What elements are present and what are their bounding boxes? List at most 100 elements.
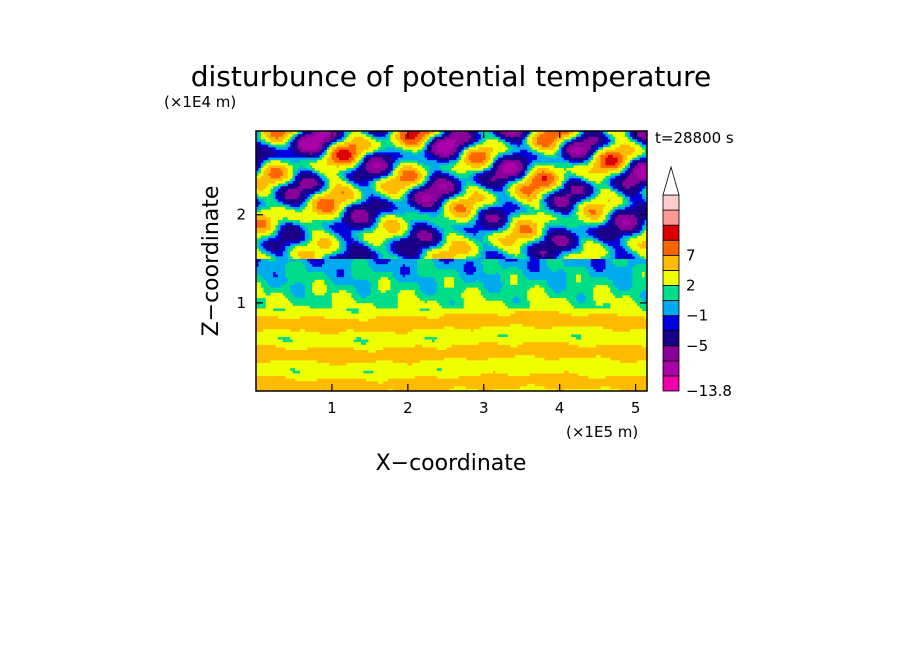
contour-cell xyxy=(590,185,594,189)
contour-cell xyxy=(644,315,647,319)
contour-cell xyxy=(627,131,631,135)
contour-cell xyxy=(522,250,528,254)
contour-cell xyxy=(292,136,296,140)
contour-cell xyxy=(319,144,323,148)
contour-cell xyxy=(419,274,460,278)
contour-cell xyxy=(390,237,401,241)
contour-cell xyxy=(585,203,607,207)
contour-cell xyxy=(358,235,365,239)
contour-cell xyxy=(488,357,545,361)
contour-cell xyxy=(329,138,335,142)
contour-cell xyxy=(644,188,647,192)
contour-cell xyxy=(256,149,274,153)
contour-cell xyxy=(612,188,619,192)
contour-cell xyxy=(637,172,647,176)
contour-cell xyxy=(539,198,543,202)
contour-cell xyxy=(383,222,401,226)
contour-cell xyxy=(258,261,289,265)
contour-cell xyxy=(412,164,423,168)
contour-cell xyxy=(497,250,504,254)
contour-cell xyxy=(541,196,545,200)
contour-cell xyxy=(361,162,365,166)
contour-cell xyxy=(351,232,357,236)
contour-cell xyxy=(256,279,267,283)
contour-cell xyxy=(607,131,626,135)
contour-cell xyxy=(551,214,563,218)
contour-cell xyxy=(256,131,260,135)
contour-cell xyxy=(397,157,428,161)
contour-cell xyxy=(419,229,428,233)
contour-cell xyxy=(265,229,274,233)
contour-cell xyxy=(497,151,504,155)
contour-cell xyxy=(566,149,572,153)
contour-cell xyxy=(615,255,626,259)
contour-cell xyxy=(537,141,553,145)
contour-cell xyxy=(292,292,306,296)
contour-cell xyxy=(436,206,440,210)
contour-cell xyxy=(324,141,330,145)
contour-cell xyxy=(285,240,301,244)
contour-cell xyxy=(270,248,282,252)
contour-cell xyxy=(527,136,533,140)
contour-cell xyxy=(527,138,533,142)
contour-cell xyxy=(593,235,599,239)
contour-cell xyxy=(610,219,616,223)
contour-cell xyxy=(390,281,418,285)
contour-cell xyxy=(339,245,343,249)
contour-cell xyxy=(358,310,516,314)
contour-cell xyxy=(642,188,646,192)
contour-cell xyxy=(456,136,460,140)
contour-cell xyxy=(387,198,394,202)
contour-cell xyxy=(407,229,411,233)
contour-cell xyxy=(473,203,484,207)
contour-cell xyxy=(277,183,284,187)
contour-cell xyxy=(395,146,404,150)
contour-cell xyxy=(256,281,262,285)
contour-cell xyxy=(273,229,277,233)
contour-cell xyxy=(334,211,340,215)
contour-cell xyxy=(339,242,343,246)
contour-cell xyxy=(263,164,269,168)
contour-cell xyxy=(451,224,475,228)
contour-cell xyxy=(256,320,647,324)
contour-cell xyxy=(637,203,647,207)
contour-cell xyxy=(473,141,479,145)
contour-cell xyxy=(497,154,504,158)
contour-cell xyxy=(556,268,565,272)
contour-cell xyxy=(581,276,609,280)
contour-cell xyxy=(375,190,382,194)
contour-cell xyxy=(321,209,333,213)
contour-cell xyxy=(590,157,594,161)
contour-cell xyxy=(290,136,294,140)
contour-cell xyxy=(397,219,406,223)
contour-cell xyxy=(297,196,306,200)
contour-cell xyxy=(483,198,497,202)
contour-cell xyxy=(505,258,519,262)
contour-cell xyxy=(297,172,301,176)
contour-cell xyxy=(282,339,294,343)
contour-cell xyxy=(510,144,519,148)
contour-cell xyxy=(351,206,389,210)
contour-cell xyxy=(578,203,587,207)
contour-cell xyxy=(363,240,370,244)
contour-cell xyxy=(583,146,592,150)
contour-cell xyxy=(412,229,421,233)
contour-cell xyxy=(260,242,267,246)
contour-cell xyxy=(610,144,621,148)
contour-cell xyxy=(625,170,629,174)
contour-cell xyxy=(583,188,592,192)
contour-cell xyxy=(578,237,582,241)
contour-cell xyxy=(370,185,377,189)
contour-cell xyxy=(551,141,558,145)
contour-cell xyxy=(578,240,582,244)
contour-cell xyxy=(290,141,294,145)
contour-cell xyxy=(497,157,501,161)
contour-cell xyxy=(551,229,567,233)
contour-cell xyxy=(292,167,299,171)
contour-cell xyxy=(615,284,633,288)
contour-cell xyxy=(324,255,330,259)
contour-cell xyxy=(297,253,316,257)
contour-cell xyxy=(568,180,582,184)
contour-cell xyxy=(312,237,321,241)
contour-cell xyxy=(275,185,282,189)
